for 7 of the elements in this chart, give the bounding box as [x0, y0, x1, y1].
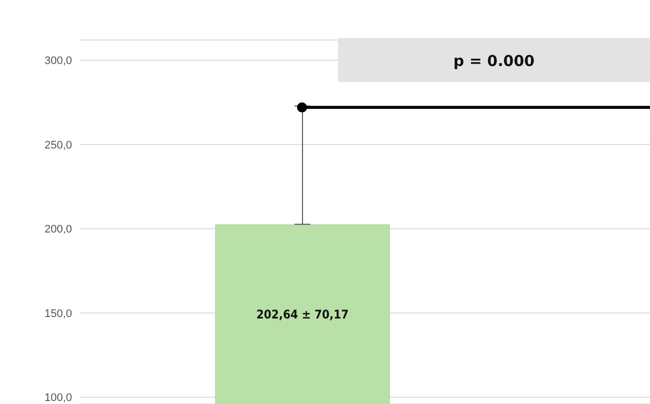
y-tick-label: 200,0	[44, 224, 72, 236]
y-tick-label: 250,0	[44, 139, 72, 152]
y-tick-label: 300,0	[44, 55, 72, 68]
y-tick-label: 150,0	[44, 308, 72, 320]
annotation: p = 0.000	[453, 52, 535, 70]
y-tick-label: 100,0	[44, 392, 72, 404]
data-label: 202,64 ± 70,17	[256, 307, 349, 322]
